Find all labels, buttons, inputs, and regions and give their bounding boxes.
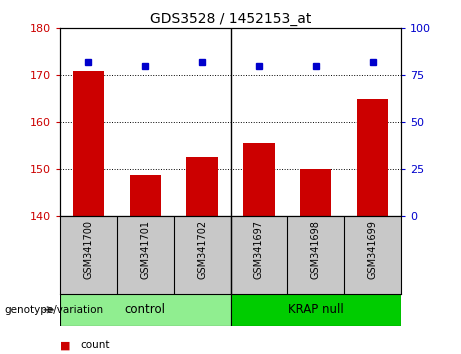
Text: GSM341698: GSM341698 [311,220,321,279]
Text: control: control [125,303,165,316]
Text: genotype/variation: genotype/variation [5,305,104,315]
Text: GSM341697: GSM341697 [254,220,264,279]
Bar [130,175,161,216]
Text: ■: ■ [60,340,74,350]
Bar [73,70,104,216]
Text: GSM341699: GSM341699 [367,220,378,279]
Bar [357,99,388,216]
Text: GSM341702: GSM341702 [197,220,207,279]
Bar [230,294,401,326]
Text: KRAP null: KRAP null [288,303,343,316]
Bar [300,169,331,216]
Text: GSM341700: GSM341700 [83,220,94,279]
Bar [60,294,230,326]
Title: GDS3528 / 1452153_at: GDS3528 / 1452153_at [150,12,311,26]
Bar [186,157,218,216]
Bar [243,143,275,216]
Text: GSM341701: GSM341701 [140,220,150,279]
Text: count: count [81,340,110,350]
